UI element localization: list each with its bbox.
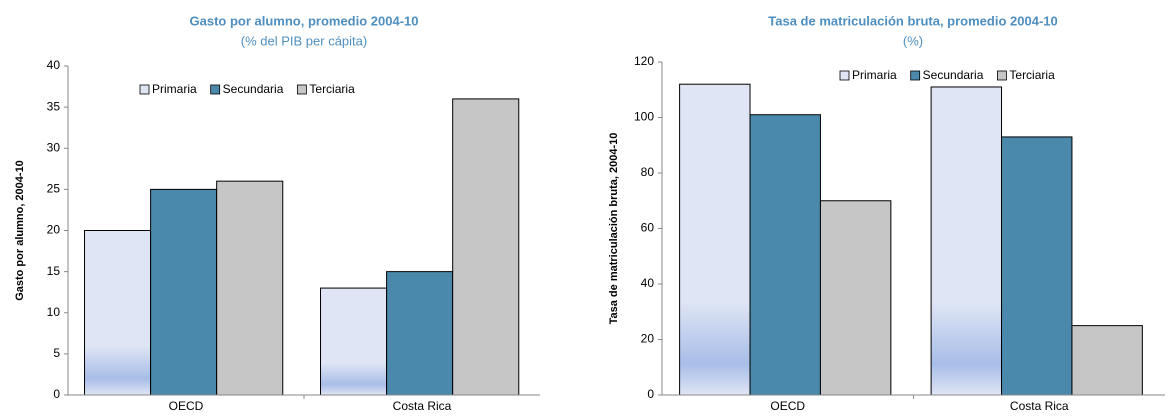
legend-label: Secundaria xyxy=(223,82,284,96)
y-axis-label: Gasto por alumno, 2004-10 xyxy=(14,160,26,301)
bar xyxy=(749,114,821,396)
y-tick-label: 80 xyxy=(641,165,655,179)
y-tick-label: 20 xyxy=(641,332,655,346)
legend-swatch xyxy=(910,70,921,81)
x-tick-label: OECD xyxy=(770,399,805,413)
chart-subtitle: (% del PIB per cápita) xyxy=(241,33,367,48)
y-tick-label: 25 xyxy=(47,182,61,196)
y-tick-label: 35 xyxy=(47,99,61,113)
y-tick-label: 60 xyxy=(641,221,655,235)
y-tick-label: 5 xyxy=(53,346,60,360)
chart-subtitle: (%) xyxy=(903,33,923,48)
chart: Gasto por alumno, promedio 2004-10 (% del… xyxy=(14,13,540,413)
bar xyxy=(819,200,892,396)
bar xyxy=(84,230,152,396)
y-tick-label: 0 xyxy=(53,387,60,401)
y-tick-label: 15 xyxy=(47,264,61,278)
bar xyxy=(1071,325,1143,396)
y-tick-label: 100 xyxy=(634,110,654,124)
bar xyxy=(930,86,1003,396)
chart-title: Gasto por alumno, promedio 2004-10 xyxy=(190,13,419,28)
y-tick-label: 120 xyxy=(634,54,654,68)
legend-label: Terciaria xyxy=(309,82,355,96)
bar xyxy=(320,287,388,396)
bar xyxy=(216,180,284,396)
legend-swatch xyxy=(210,84,221,95)
y-tick-label: 40 xyxy=(47,58,61,72)
legend-swatch xyxy=(996,70,1007,81)
bar xyxy=(386,271,454,396)
bar xyxy=(150,188,218,396)
legend-label: Primaria xyxy=(152,82,197,96)
y-tick-label: 0 xyxy=(647,387,654,401)
chart-title: Tasa de matriculación bruta, promedio 20… xyxy=(768,13,1057,28)
legend-label: Primaria xyxy=(852,68,897,82)
legend-swatch xyxy=(296,84,307,95)
bar xyxy=(452,98,520,396)
legend-swatch xyxy=(139,84,150,95)
bar xyxy=(1001,136,1073,396)
bar xyxy=(679,83,751,396)
y-tick-label: 30 xyxy=(47,140,61,154)
y-tick-label: 20 xyxy=(47,223,61,237)
x-tick-label: Costa Rica xyxy=(393,399,452,413)
x-tick-label: OECD xyxy=(169,399,204,413)
x-tick-label: Costa Rica xyxy=(1010,399,1069,413)
y-tick-label: 10 xyxy=(47,305,61,319)
legend-label: Terciaria xyxy=(1009,68,1055,82)
legend-swatch xyxy=(839,70,850,81)
y-axis-label: Tasa de matriculación bruta, 2004-10 xyxy=(608,133,620,325)
y-tick-label: 40 xyxy=(641,276,655,290)
chart: Tasa de matriculación bruta, promedio 20… xyxy=(608,13,1165,413)
legend-label: Secundaria xyxy=(923,68,984,82)
